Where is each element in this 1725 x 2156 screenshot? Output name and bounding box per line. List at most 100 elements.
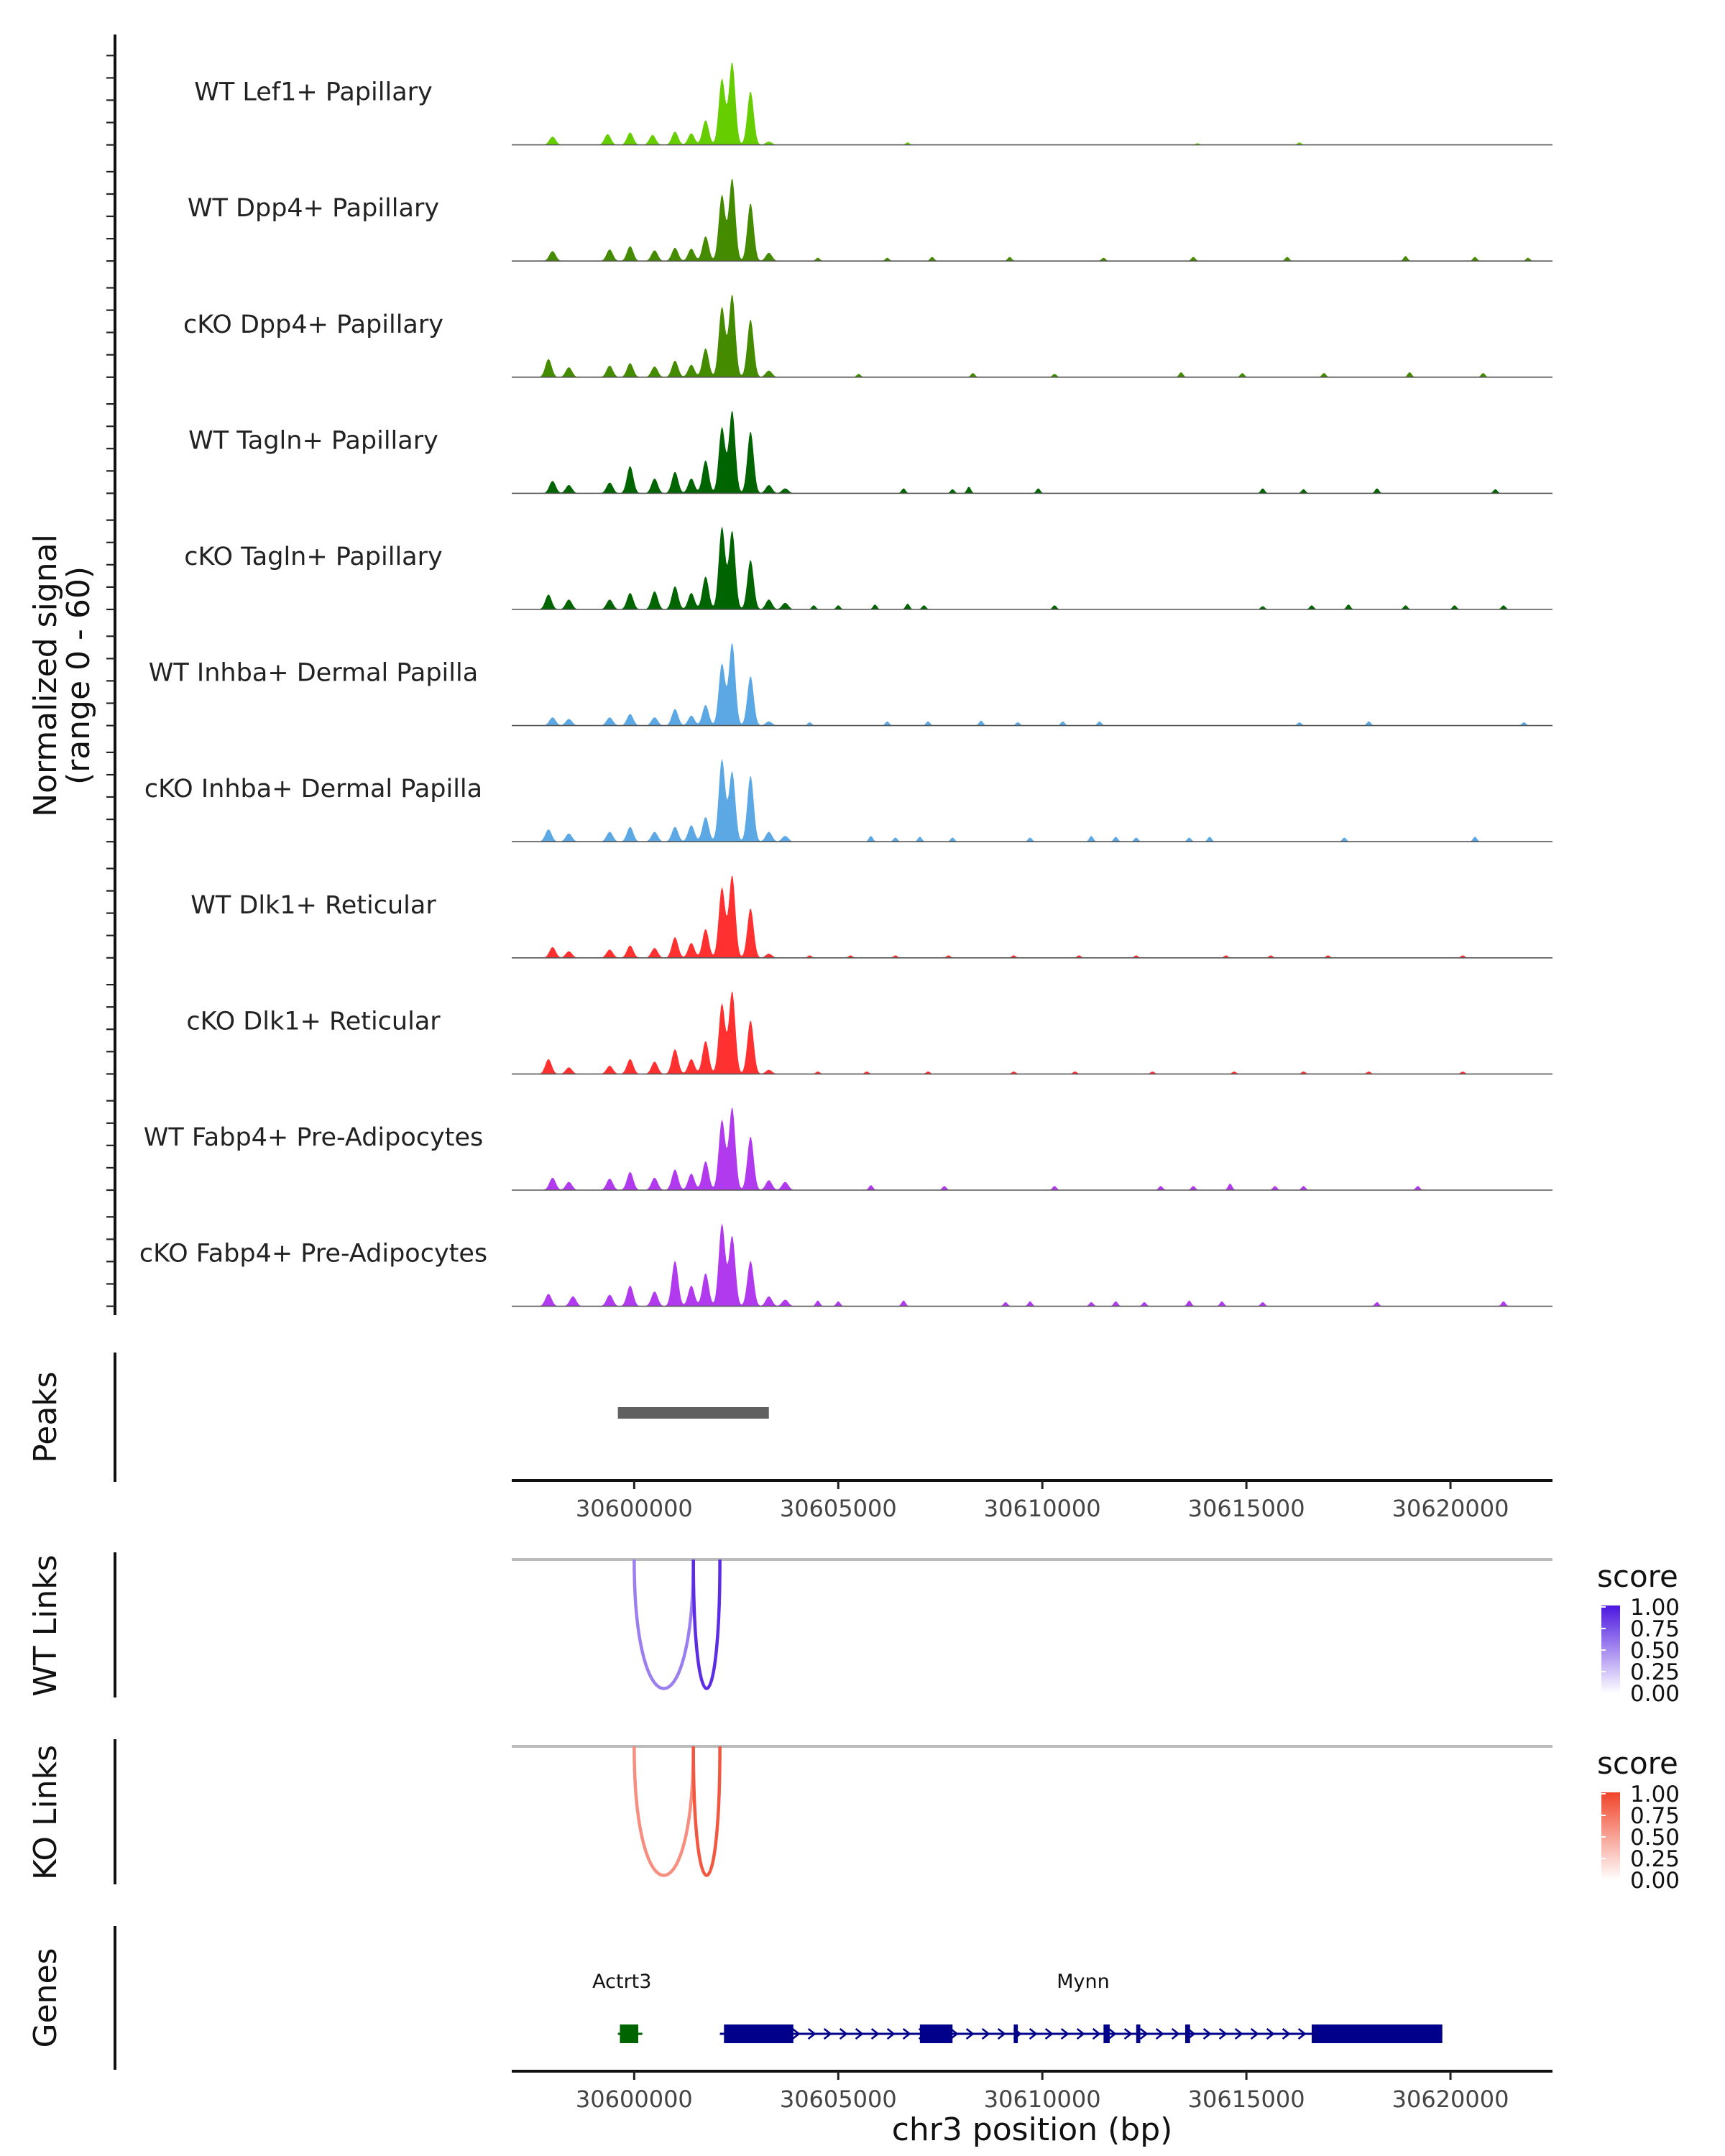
x-tick-label: 30615000 bbox=[1188, 2086, 1305, 2113]
strand-arrow bbox=[965, 2027, 975, 2040]
link-arc bbox=[691, 1746, 722, 1877]
exon bbox=[919, 2024, 953, 2043]
strand-arrow bbox=[1060, 2027, 1070, 2040]
legend-tick-label: 0.50 bbox=[1630, 1825, 1680, 1851]
ko-links-arcs bbox=[632, 1746, 722, 1877]
track-wt-dpp4-papillary: WT Dpp4+ Papillary bbox=[188, 178, 1552, 262]
strand-arrow bbox=[839, 2027, 848, 2040]
strand-arrow bbox=[902, 2027, 911, 2040]
coverage-area-cko-inhba-dermal-papilla bbox=[512, 758, 1552, 842]
x-tick-label: 30600000 bbox=[576, 2086, 693, 2113]
track-label-wt-dpp4-papillary: WT Dpp4+ Papillary bbox=[188, 194, 439, 223]
ko-links-y-label: KO Links bbox=[27, 1745, 64, 1880]
strand-arrow bbox=[1266, 2027, 1275, 2040]
legend-tick-label: 1.00 bbox=[1630, 1595, 1680, 1621]
x-tick-label: 30620000 bbox=[1392, 1495, 1509, 1522]
legend-tick-label: 0.00 bbox=[1630, 1868, 1680, 1894]
x-tick-label: 30610000 bbox=[984, 2086, 1101, 2113]
gene-actrt3: Actrt3 bbox=[592, 1971, 651, 2043]
strand-arrow bbox=[1092, 2027, 1101, 2040]
strand-arrow bbox=[1139, 2027, 1149, 2040]
coverage-area-cko-tagln-papillary bbox=[512, 526, 1552, 609]
legend-tick-label: 1.00 bbox=[1630, 1782, 1680, 1807]
coverage-y-ticks bbox=[106, 55, 115, 1307]
strand-arrow bbox=[997, 2027, 1006, 2040]
coverage-y-range: (range 0 - 60) bbox=[60, 566, 97, 785]
x-tick-label: 30605000 bbox=[780, 1495, 897, 1522]
exon bbox=[724, 2024, 794, 2043]
peak-region bbox=[617, 1407, 769, 1419]
exon bbox=[1311, 2024, 1443, 2043]
peaks-y-label: Peaks bbox=[27, 1371, 64, 1462]
exon bbox=[620, 2024, 639, 2043]
gene-mynn: Mynn bbox=[719, 1971, 1443, 2043]
track-wt-lef1-papillary: WT Lef1+ Papillary bbox=[194, 63, 1552, 146]
exon bbox=[1184, 2024, 1190, 2043]
track-cko-inhba-dermal-papilla: cKO Inhba+ Dermal Papilla bbox=[144, 758, 1552, 842]
strand-arrow bbox=[1155, 2027, 1164, 2040]
strand-arrow bbox=[791, 2027, 801, 2040]
strand-arrow bbox=[855, 2027, 864, 2040]
x-ticks-top: 30600000 30605000 30610000 30615000 30620000 bbox=[576, 1480, 1509, 1522]
exon bbox=[1013, 2024, 1018, 2043]
x-tick-label: 30620000 bbox=[1392, 2086, 1509, 2113]
track-wt-tagln-papillary: WT Tagln+ Papillary bbox=[188, 410, 1552, 494]
track-wt-dlk1-reticular: WT Dlk1+ Reticular bbox=[190, 875, 1552, 959]
gene-label-mynn: Mynn bbox=[1057, 1971, 1110, 1993]
coverage-area-cko-dpp4-papillary bbox=[512, 295, 1552, 377]
coverage-area-cko-fabp4-pre-adipocytes bbox=[512, 1223, 1552, 1307]
coverage-area-wt-dlk1-reticular bbox=[512, 875, 1552, 958]
track-label-wt-fabp4-pre-adipocytes: WT Fabp4+ Pre-Adipocytes bbox=[144, 1123, 483, 1152]
track-label-wt-dlk1-reticular: WT Dlk1+ Reticular bbox=[190, 891, 436, 920]
strand-arrow bbox=[870, 2027, 880, 2040]
track-label-wt-lef1-papillary: WT Lef1+ Papillary bbox=[194, 78, 433, 107]
x-tick-label: 30610000 bbox=[984, 1495, 1101, 1522]
strand-arrow bbox=[1029, 2027, 1038, 2040]
track-label-cko-fabp4-pre-adipocytes: cKO Fabp4+ Pre-Adipocytes bbox=[139, 1240, 487, 1268]
coverage-y-label: Normalized signal bbox=[27, 534, 64, 817]
coverage-area-wt-inhba-dermal-papilla bbox=[512, 643, 1552, 726]
track-cko-dpp4-papillary: cKO Dpp4+ Papillary bbox=[183, 295, 1552, 378]
strand-arrow bbox=[807, 2027, 816, 2040]
strand-arrow bbox=[1218, 2027, 1228, 2040]
ko-legend-title: score bbox=[1597, 1746, 1678, 1781]
strand-arrow bbox=[1297, 2027, 1307, 2040]
strand-arrow bbox=[1171, 2027, 1180, 2040]
coverage-area-wt-lef1-papillary bbox=[512, 63, 1552, 145]
wt-score-legend: score 1.000.750.500.250.00 bbox=[1597, 1559, 1680, 1707]
strand-arrow bbox=[1234, 2027, 1243, 2040]
genes-y-label: Genes bbox=[27, 1948, 64, 2047]
legend-tick-label: 0.75 bbox=[1630, 1616, 1680, 1642]
x-ticks-bottom: 30600000 30605000 30610000 30615000 30620000 bbox=[576, 2071, 1509, 2113]
legend-tick-label: 0.00 bbox=[1630, 1681, 1680, 1707]
track-wt-inhba-dermal-papilla: WT Inhba+ Dermal Papilla bbox=[149, 643, 1552, 727]
wt-legend-ticks: 1.000.750.500.250.00 bbox=[1601, 1595, 1680, 1707]
strand-arrow bbox=[981, 2027, 990, 2040]
strand-arrow bbox=[886, 2027, 896, 2040]
track-label-cko-tagln-papillary: cKO Tagln+ Papillary bbox=[184, 543, 443, 571]
strand-arrow bbox=[1044, 2027, 1054, 2040]
coverage-tracks: WT Lef1+ Papillary WT Dpp4+ Papillary cKO … bbox=[139, 63, 1552, 1307]
peaks-track bbox=[617, 1407, 769, 1419]
strand-arrow bbox=[1250, 2027, 1259, 2040]
track-label-cko-inhba-dermal-papilla: cKO Inhba+ Dermal Papilla bbox=[144, 775, 482, 803]
legend-tick-label: 0.75 bbox=[1630, 1803, 1680, 1829]
track-cko-tagln-papillary: cKO Tagln+ Papillary bbox=[184, 526, 1552, 610]
legend-tick-label: 0.50 bbox=[1630, 1638, 1680, 1664]
strand-arrow bbox=[1123, 2027, 1133, 2040]
strand-arrow bbox=[1282, 2027, 1291, 2040]
x-tick-label: 30605000 bbox=[780, 2086, 897, 2113]
wt-legend-title: score bbox=[1597, 1559, 1678, 1594]
strand-arrow bbox=[1108, 2027, 1117, 2040]
wt-links-arcs bbox=[632, 1559, 722, 1690]
track-cko-dlk1-reticular: cKO Dlk1+ Reticular bbox=[186, 991, 1552, 1075]
x-tick-label: 30600000 bbox=[576, 1495, 693, 1522]
exon bbox=[1136, 2024, 1141, 2043]
ko-score-legend: score 1.000.750.500.250.00 bbox=[1597, 1746, 1680, 1894]
strand-arrow bbox=[1076, 2027, 1085, 2040]
legend-tick-label: 0.25 bbox=[1630, 1846, 1680, 1872]
track-cko-fabp4-pre-adipocytes: cKO Fabp4+ Pre-Adipocytes bbox=[139, 1223, 1552, 1307]
coverage-area-wt-fabp4-pre-adipocytes bbox=[512, 1107, 1552, 1190]
link-arc bbox=[691, 1559, 722, 1690]
